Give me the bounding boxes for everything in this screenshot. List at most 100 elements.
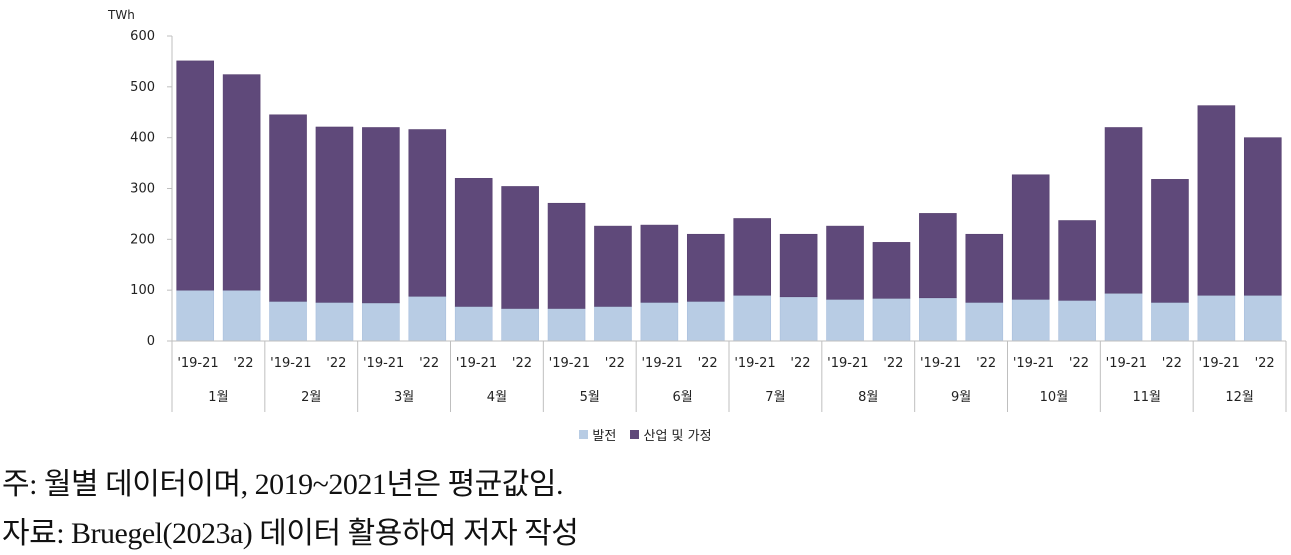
bar-segment-power xyxy=(1243,294,1282,342)
month-label: 3월 xyxy=(394,390,414,405)
y-tick-label: 300 xyxy=(130,182,155,197)
bar-segment-power xyxy=(176,289,215,342)
bar-segment-power xyxy=(640,302,679,342)
bar-segment-industry-household xyxy=(965,233,1004,303)
y-tick-label: 500 xyxy=(130,80,155,95)
bar-segment-power xyxy=(594,306,632,342)
bar-segment-power xyxy=(1151,302,1189,342)
month-label: 1월 xyxy=(208,390,228,405)
period-label: '19-21 xyxy=(363,356,404,371)
bar-segment-industry-household xyxy=(408,129,447,297)
period-label: '22 xyxy=(976,356,996,371)
period-label: '22 xyxy=(883,356,903,371)
legend-label-industry-household: 산업 및 가정 xyxy=(643,429,712,444)
period-label: '22 xyxy=(790,356,810,371)
bar-segment-power xyxy=(965,302,1004,342)
bar-segment-power xyxy=(872,297,911,342)
y-tick-label: 600 xyxy=(130,29,155,44)
bar-segment-power xyxy=(222,289,261,342)
bar-segment-power xyxy=(1197,294,1236,342)
month-label: 7월 xyxy=(765,390,785,405)
legend: 발전 산업 및 가정 xyxy=(0,425,1291,444)
y-tick-label: 200 xyxy=(130,232,155,247)
bar-segment-power xyxy=(315,302,354,342)
legend-item-industry-household: 산업 및 가정 xyxy=(630,425,712,444)
bar-segment-industry-household xyxy=(594,225,632,307)
bar-segment-industry-household xyxy=(1104,127,1143,294)
y-tick-label: 400 xyxy=(130,131,155,146)
bar-segment-industry-household xyxy=(1011,174,1050,300)
month-label: 4월 xyxy=(487,390,507,405)
y-axis-unit-label: TWh xyxy=(107,8,135,22)
y-tick-label: 100 xyxy=(130,283,155,298)
bar-segment-power xyxy=(269,301,307,342)
bar-segment-power xyxy=(1058,300,1096,342)
period-label: '22 xyxy=(1069,356,1089,371)
bar-segment-industry-household xyxy=(733,218,772,296)
bars xyxy=(176,60,1282,342)
y-tick-label: 0 xyxy=(147,334,155,349)
period-label: '19-21 xyxy=(549,356,590,371)
period-label: '19-21 xyxy=(1106,356,1147,371)
bar-segment-industry-household xyxy=(222,74,261,291)
bar-segment-industry-household xyxy=(1058,220,1096,301)
bar-segment-power xyxy=(779,296,818,342)
month-label: 12월 xyxy=(1225,390,1254,405)
month-label: 10월 xyxy=(1040,390,1069,405)
period-label: '19-21 xyxy=(734,356,775,371)
bar-segment-industry-household xyxy=(315,126,354,303)
bar-segment-industry-household xyxy=(454,178,493,307)
legend-label-power: 발전 xyxy=(592,429,617,444)
month-label: 8월 xyxy=(858,390,878,405)
bar-segment-power xyxy=(1011,299,1050,342)
month-label: 6월 xyxy=(672,390,692,405)
bar-segment-industry-household xyxy=(501,186,539,309)
period-label: '19-21 xyxy=(270,356,311,371)
period-label: '22 xyxy=(512,356,532,371)
period-label: '19-21 xyxy=(177,356,218,371)
legend-item-power: 발전 xyxy=(579,425,616,444)
bar-segment-industry-household xyxy=(640,224,679,303)
month-label: 2월 xyxy=(301,390,321,405)
period-label: '22 xyxy=(419,356,439,371)
y-axis: 0 100 200 300 400 500 600 xyxy=(130,29,173,349)
source-note: 자료: Bruegel(2023a) 데이터 활용하여 저자 작성 xyxy=(2,517,579,550)
period-label: '19-21 xyxy=(827,356,868,371)
bar-segment-industry-household xyxy=(919,213,957,299)
period-label: '19-21 xyxy=(920,356,961,371)
period-label: '22 xyxy=(698,356,718,371)
legend-swatch-power xyxy=(579,430,589,439)
month-label: 5월 xyxy=(580,390,600,405)
bar-segment-industry-household xyxy=(269,114,307,302)
bar-segment-industry-household xyxy=(1151,179,1189,303)
bar-segment-power xyxy=(1104,292,1143,342)
month-label: 9월 xyxy=(951,390,971,405)
bar-segment-industry-household xyxy=(779,233,818,298)
period-label: '19-21 xyxy=(1013,356,1054,371)
period-label: '22 xyxy=(326,356,346,371)
bar-segment-industry-household xyxy=(547,202,586,309)
bar-segment-power xyxy=(733,294,772,342)
bar-segment-power xyxy=(919,297,957,342)
bar-segment-power xyxy=(501,308,539,342)
period-label: '19-21 xyxy=(1198,356,1239,371)
period-label: '22 xyxy=(605,356,625,371)
bar-segment-power xyxy=(826,299,864,342)
bar-segment-industry-household xyxy=(686,233,725,302)
bar-segment-industry-household xyxy=(362,127,400,304)
bar-segment-power xyxy=(408,295,447,342)
footnote: 주: 월별 데이터이며, 2019~2021년은 평균값임. xyxy=(2,468,563,501)
bar-segment-industry-household xyxy=(1243,137,1282,296)
bar-segment-power xyxy=(454,306,493,342)
bar-segment-industry-household xyxy=(826,225,864,300)
period-label: '19-21 xyxy=(641,356,682,371)
bar-segment-power xyxy=(547,308,586,342)
bar-segment-power xyxy=(362,302,400,342)
x-axis: '19-21 '22 1월 '19-21 '22 2월 '19-21 '22 3월 '19-21 '… xyxy=(171,340,1287,412)
bar-segment-industry-household xyxy=(872,242,911,299)
period-label: '22 xyxy=(233,356,253,371)
bar-segment-industry-household xyxy=(176,60,215,291)
period-label: '19-21 xyxy=(456,356,497,371)
bar-segment-power xyxy=(686,301,725,342)
bar-segment-industry-household xyxy=(1197,105,1236,296)
